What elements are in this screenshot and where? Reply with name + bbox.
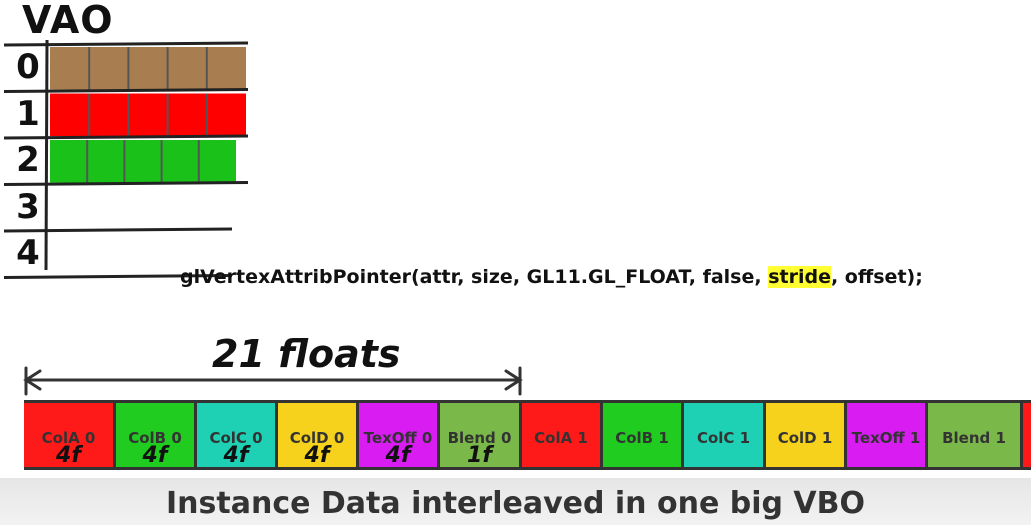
- stride-label: 21 floats: [212, 332, 401, 376]
- vbo-cell: ColB 0 4f: [116, 403, 197, 467]
- vao-index-3: 3: [16, 186, 40, 227]
- vao-row-line: [3, 181, 249, 186]
- vbo-cell-size: 4f: [223, 443, 249, 468]
- caption: Instance Data interleaved in one big VBO: [166, 486, 865, 521]
- vao-index-separator: [44, 39, 49, 271]
- vbo-cell: Blend 0 1f: [440, 403, 522, 467]
- vbo-cell: TexOff 1: [847, 403, 928, 467]
- vao-title: VAO: [22, 0, 114, 42]
- vbo-cell-size: 4f: [304, 443, 330, 468]
- vao-index-0: 0: [16, 47, 40, 87]
- vao-row-line: [3, 88, 249, 93]
- vbo-cell: TexOff 0 4f: [359, 403, 440, 467]
- vao-index-2: 2: [16, 140, 40, 180]
- vbo-cell-label: ColC 0: [209, 429, 263, 447]
- vbo-cell: ColA 1: [522, 403, 603, 467]
- vao-index-4: 4: [16, 233, 40, 273]
- vbo-cell-label: ColA 1: [534, 429, 588, 447]
- vbo-cell: Blend 1: [928, 403, 1023, 467]
- vbo-strip: ColA 0 4f ColB 0 4f ColC 0 4f ColD 0 4f TexOff 0…: [24, 400, 1031, 470]
- vbo-cell: ColC 1: [684, 403, 766, 467]
- vao-row-line: [3, 134, 249, 140]
- vao-slot-2-fill: [50, 140, 236, 183]
- vao-table: [3, 39, 249, 279]
- vbo-cell: ColC 0 4f: [197, 403, 278, 467]
- call-prefix: glVertexAttribPointer(attr, size, GL11.G…: [180, 266, 769, 288]
- caption-bar: [0, 478, 1031, 525]
- vbo-cell-label: C: [1023, 429, 1031, 447]
- vbo-cell: C: [1023, 403, 1031, 467]
- vbo-cell-label: TexOff 1: [851, 429, 921, 447]
- vbo-cell-label: ColC 1: [696, 429, 751, 447]
- vbo-cell: ColD 0 4f: [278, 403, 359, 467]
- attrib-pointer-call: glVertexAttribPointer(attr, size, GL11.G…: [180, 266, 923, 288]
- vbo-cell-label: ColB 1: [615, 429, 669, 447]
- vbo-cell-label: ColB 0: [128, 429, 182, 447]
- vbo-cell-label: Blend 1: [942, 429, 1006, 447]
- vbo-cell-size: 1f: [467, 443, 492, 468]
- call-suffix: , offset);: [830, 266, 923, 288]
- stride-highlight: stride: [768, 266, 831, 288]
- vao-row-line: [3, 41, 249, 47]
- vbo-cell-size: 4f: [56, 443, 81, 468]
- vbo-cell-size: 4f: [142, 443, 168, 468]
- vbo-cell-label: ColD 1: [777, 429, 833, 447]
- vbo-cell: ColB 1: [603, 403, 684, 467]
- vbo-cell-label: Blend 0: [447, 429, 512, 447]
- vao-row-line: [3, 227, 233, 233]
- vbo-cell: ColD 1: [766, 403, 847, 467]
- stride-arrow: [23, 366, 523, 396]
- vbo-cell-label: TexOff 0: [363, 429, 433, 447]
- vao-index-1: 1: [16, 93, 40, 134]
- vao-slot-1-fill: [50, 93, 246, 136]
- vbo-cell-label: ColD 0: [289, 429, 345, 447]
- vbo-cell: ColA 0 4f: [24, 403, 116, 467]
- vao-slot-0-fill: [50, 47, 246, 90]
- vbo-cell-label: ColA 0: [41, 429, 96, 447]
- vbo-cell-size: 4f: [385, 443, 411, 468]
- vao-row-line: [3, 274, 233, 279]
